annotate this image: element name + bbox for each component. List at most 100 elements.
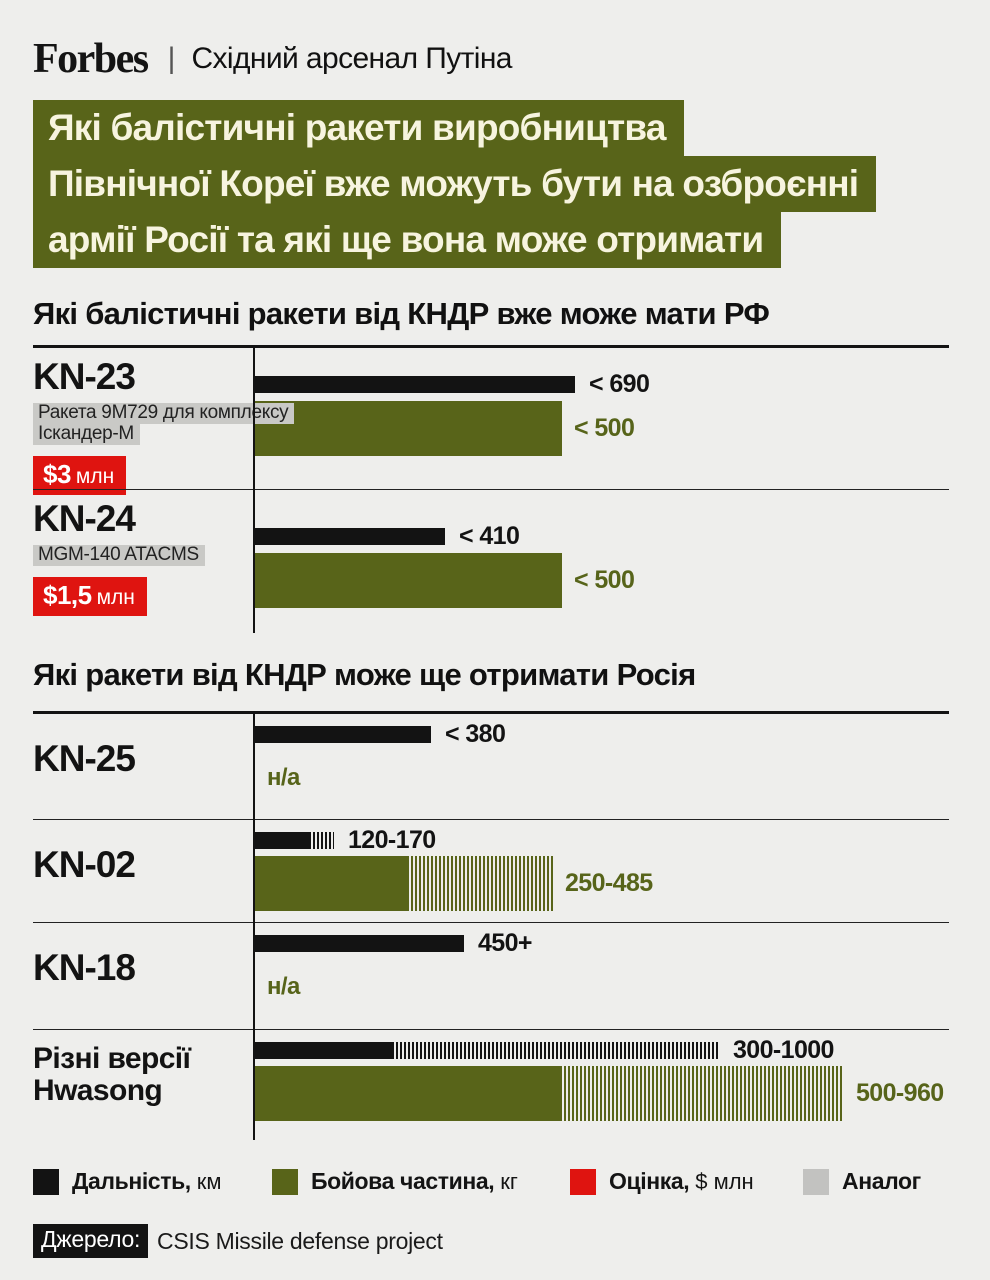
warhead-bar-line: н/а bbox=[255, 750, 949, 805]
warhead-value-label: < 500 bbox=[574, 414, 635, 442]
bar-solid-segment bbox=[255, 528, 445, 545]
row-hwasong-bars: 300-1000 500-960 bbox=[255, 1030, 949, 1121]
legend-item-analog: Аналог bbox=[803, 1168, 927, 1195]
warhead-bar-line: 250-485 bbox=[255, 856, 949, 911]
row-kn-25-labels: KN-25 bbox=[33, 714, 249, 778]
row-kn-24-labels: KN-24 MGM-140 ATACMS $1,5 млн bbox=[33, 490, 249, 616]
bar-hatch-segment bbox=[409, 856, 553, 911]
bar-solid-segment bbox=[255, 1042, 394, 1059]
legend-swatch-olive bbox=[272, 1168, 298, 1195]
legend-swatch-gray bbox=[803, 1168, 829, 1195]
row-kn-23-bars: < 690 < 500 bbox=[255, 348, 949, 456]
legend-item-warhead: Бойова частина, кг bbox=[272, 1168, 518, 1195]
legend-unit: км bbox=[196, 1168, 222, 1194]
missile-name: KN-23 bbox=[33, 356, 136, 397]
range-value-label: 300-1000 bbox=[733, 1036, 834, 1064]
price-badge: $1,5 млн bbox=[33, 576, 147, 616]
missile-name: KN-24 bbox=[33, 498, 136, 539]
price-unit: млн bbox=[75, 464, 115, 488]
row-kn-18-labels: KN-18 bbox=[33, 923, 249, 987]
analog-badge: MGM-140 ATACMS bbox=[33, 544, 249, 566]
analog-badge-line: Ракета 9М729 для комплексу bbox=[33, 402, 295, 424]
price-unit: млн bbox=[96, 585, 135, 609]
row-hwasong: Різні версії Hwasong 300-1000 500-960 bbox=[33, 1029, 949, 1140]
main-title-line-3: армії Росії та які ще вона може отримати bbox=[33, 212, 782, 268]
price-badge: $3 млн bbox=[33, 455, 127, 495]
warhead-bar bbox=[255, 1066, 844, 1121]
bar-hatch-segment bbox=[394, 1042, 719, 1059]
range-value-label: 450+ bbox=[478, 929, 533, 957]
range-bar bbox=[255, 376, 575, 393]
bar-solid-segment bbox=[255, 856, 409, 911]
warhead-bar-line: 500-960 bbox=[255, 1066, 949, 1121]
main-title-line-2: Північної Кореї вже можуть бути на озбро… bbox=[33, 156, 877, 212]
row-kn-24: KN-24 MGM-140 ATACMS $1,5 млн < 410 < 500 bbox=[33, 489, 949, 633]
range-bar bbox=[255, 1042, 719, 1059]
legend-item-range: Дальність, км bbox=[33, 1168, 222, 1195]
bar-solid-segment bbox=[255, 726, 431, 743]
range-value-label: < 690 bbox=[589, 370, 650, 398]
row-kn-02-labels: KN-02 bbox=[33, 820, 249, 884]
range-bar-line: < 690 bbox=[255, 370, 949, 398]
warhead-bar-line: < 500 bbox=[255, 401, 949, 456]
missile-name: KN-25 bbox=[33, 738, 136, 779]
row-kn-02-bars: 120-170 250-485 bbox=[255, 820, 949, 911]
warhead-value-label: н/а bbox=[267, 972, 300, 1000]
row-kn-25-bars: < 380 н/а bbox=[255, 714, 949, 805]
row-kn-18-bars: 450+ н/а bbox=[255, 923, 949, 1014]
forbes-logo: Forbes bbox=[33, 36, 149, 82]
bar-hatch-segment bbox=[311, 832, 334, 849]
legend: Дальність, км Бойова частина, кг Оцінка,… bbox=[33, 1168, 949, 1195]
source-badge: Джерело: bbox=[33, 1224, 149, 1258]
missile-name: KN-18 bbox=[33, 947, 136, 988]
legend-label: Аналог bbox=[842, 1168, 921, 1194]
warhead-value-label: н/а bbox=[267, 763, 300, 791]
analog-badge-line: Іскандер-М bbox=[33, 423, 140, 445]
range-bar-line: < 380 bbox=[255, 720, 949, 748]
missile-name: KN-02 bbox=[33, 844, 136, 885]
warhead-bar bbox=[255, 401, 562, 456]
range-bar bbox=[255, 726, 431, 743]
row-hwasong-labels: Різні версії Hwasong bbox=[33, 1030, 249, 1106]
warhead-value-label: < 500 bbox=[574, 566, 635, 594]
range-bar-line: 450+ bbox=[255, 929, 949, 957]
legend-label: Оцінка, bbox=[609, 1168, 690, 1194]
section-2-rows: KN-25 < 380 н/а KN-02 120-1 bbox=[33, 711, 949, 1140]
section-2-heading: Які ракети від КНДР може ще отримати Рос… bbox=[33, 657, 696, 692]
legend-item-price: Оцінка, $ млн bbox=[570, 1168, 754, 1195]
bar-solid-segment bbox=[255, 553, 562, 608]
section-1-rows: KN-23 Ракета 9М729 для комплексу Ісканде… bbox=[33, 345, 949, 633]
header-divider: | bbox=[167, 42, 176, 75]
range-value-label: < 410 bbox=[459, 522, 520, 550]
warhead-bar bbox=[255, 553, 562, 608]
row-kn-02: KN-02 120-170 250-485 bbox=[33, 819, 949, 922]
row-kn-23-labels: KN-23 Ракета 9М729 для комплексу Ісканде… bbox=[33, 348, 295, 495]
warhead-bar-line: < 500 bbox=[255, 553, 949, 608]
header-subtitle: Східний арсенал Путіна bbox=[191, 42, 512, 75]
row-kn-25: KN-25 < 380 н/а bbox=[33, 714, 949, 819]
bar-solid-segment bbox=[255, 832, 311, 849]
range-bar-line: 300-1000 bbox=[255, 1036, 949, 1064]
row-kn-18: KN-18 450+ н/а bbox=[33, 922, 949, 1029]
bar-solid-segment bbox=[255, 935, 464, 952]
legend-swatch-red bbox=[570, 1168, 596, 1195]
warhead-bar-line: н/а bbox=[255, 959, 949, 1014]
source-line: Джерело: CSIS Missile defense project bbox=[33, 1224, 949, 1258]
header: Forbes | Східний арсенал Путіна bbox=[33, 36, 949, 82]
warhead-bar bbox=[255, 856, 553, 911]
main-title: Які балістичні ракети виробництва Північ… bbox=[33, 100, 949, 268]
source-text: CSIS Missile defense project bbox=[157, 1227, 443, 1254]
bar-solid-segment bbox=[255, 1066, 562, 1121]
legend-unit: $ млн bbox=[695, 1168, 754, 1194]
main-title-line-1: Які балістичні ракети виробництва bbox=[33, 100, 684, 156]
missile-name: Різні версії Hwasong bbox=[33, 1042, 191, 1107]
legend-label: Бойова частина, bbox=[311, 1168, 495, 1194]
range-bar bbox=[255, 832, 334, 849]
row-kn-24-bars: < 410 < 500 bbox=[255, 490, 949, 608]
range-bar-line: < 410 bbox=[255, 522, 949, 550]
legend-unit: кг bbox=[500, 1168, 518, 1194]
price-amount: $3 bbox=[43, 458, 71, 489]
range-bar bbox=[255, 935, 464, 952]
range-value-label: < 380 bbox=[445, 720, 506, 748]
